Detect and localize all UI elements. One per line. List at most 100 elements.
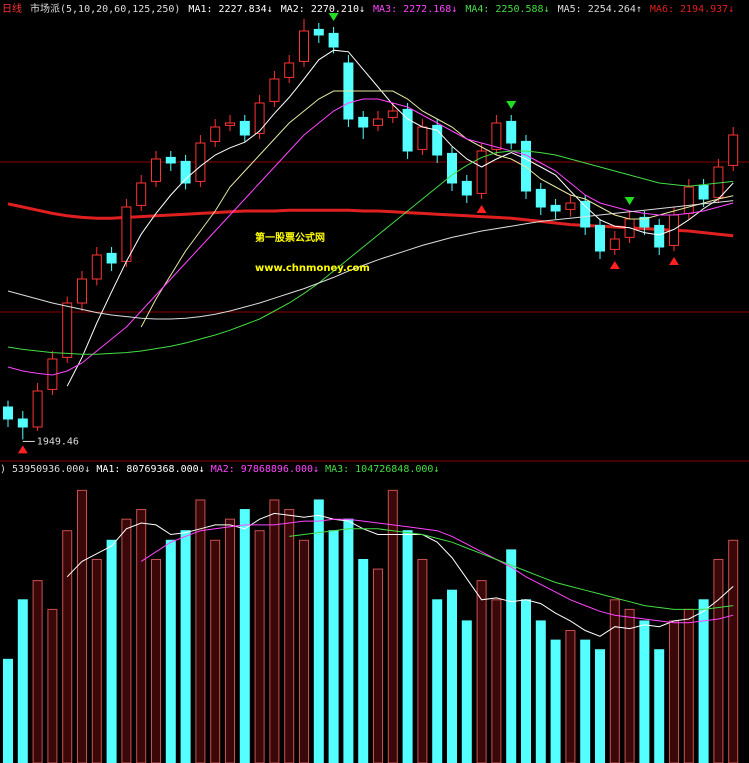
volume-bar <box>387 489 398 763</box>
candle-body <box>565 202 576 210</box>
volume-bar <box>654 649 665 763</box>
volume-bar <box>432 599 443 763</box>
volume-bar <box>91 558 102 763</box>
candle-body <box>402 108 413 152</box>
candle-body <box>580 200 591 228</box>
volume-bar <box>210 539 221 763</box>
volume-bar <box>580 639 591 763</box>
volume-bar <box>47 608 58 763</box>
volume-bar <box>624 608 635 763</box>
candle-body <box>491 122 502 150</box>
candle-body <box>165 156 176 164</box>
candle-body <box>698 184 709 200</box>
candle-body <box>728 134 739 166</box>
volume-bar <box>506 549 517 763</box>
volume-bar <box>698 599 709 763</box>
volume-bar <box>195 499 206 763</box>
volume-bar <box>550 639 561 763</box>
volume-bar <box>669 620 679 763</box>
volume-bar <box>373 568 383 763</box>
volume-bar <box>639 620 650 763</box>
legend-entry: MA3: 2272.168↓ <box>373 4 457 15</box>
legend-entry: MA4: 2250.588↓ <box>465 4 549 15</box>
volume-bar <box>165 539 176 763</box>
volume-bar <box>476 580 487 763</box>
volume-panel <box>3 489 739 763</box>
volume-bar <box>284 509 295 763</box>
candle-body <box>91 254 102 280</box>
volume-bar <box>535 620 546 763</box>
candle-body <box>313 28 324 36</box>
legend-entry: MA2: 97868896.000↓ <box>211 464 319 475</box>
legend-entry: MA1: 2227.834↓ <box>188 4 272 15</box>
volume-bar <box>32 580 43 763</box>
candle-body <box>595 224 605 252</box>
volume-bar <box>17 599 28 763</box>
candle-body <box>3 406 13 420</box>
volume-bar <box>358 558 369 763</box>
volume-bar <box>136 509 147 763</box>
ma-line <box>7 98 734 376</box>
volume-bar <box>728 539 739 763</box>
candle-body <box>195 142 206 182</box>
legend-entry: MA6: 2194.937↓ <box>650 4 734 15</box>
buy-signal <box>669 257 679 265</box>
volume-bar <box>417 558 428 763</box>
legend-entry: MA3: 104726848.000↓ <box>325 464 439 475</box>
candle-body <box>17 418 28 428</box>
candle-body <box>106 252 117 264</box>
volume-bar <box>447 589 457 763</box>
volume-prefix: ) <box>0 464 6 475</box>
candle-body <box>387 110 398 118</box>
buy-signal <box>476 205 487 213</box>
volume-bar <box>299 539 309 763</box>
candle-body <box>476 150 487 194</box>
volume-bar <box>521 599 531 763</box>
ma-line <box>7 200 734 320</box>
watermark: www.chnmoney.com <box>255 263 370 274</box>
ma-line <box>140 90 734 328</box>
volume-bar <box>106 539 117 763</box>
volume-bar <box>461 620 472 763</box>
volume-bar <box>269 499 280 763</box>
candle-body <box>432 124 443 156</box>
candle-body <box>447 152 457 184</box>
volume-bar <box>225 518 235 763</box>
volume-bar <box>313 499 324 763</box>
candle-body <box>210 126 221 142</box>
candle-body <box>269 78 280 102</box>
ma-line <box>66 49 734 387</box>
legend-entry: MA2: 2270.210↓ <box>281 4 365 15</box>
candle-body <box>121 206 132 262</box>
candle-body <box>609 238 620 250</box>
candle-body <box>151 158 161 182</box>
candle-body <box>328 32 339 48</box>
candle-body <box>299 30 309 62</box>
buy-signal <box>609 261 620 269</box>
volume-bar <box>402 530 413 763</box>
candle-body <box>77 278 87 304</box>
period-label: 日线 <box>2 2 22 15</box>
candle-body <box>225 122 235 126</box>
volume-bar <box>683 608 694 763</box>
volume-bar <box>121 518 132 763</box>
volume-bar <box>609 599 620 763</box>
watermark: 第一股票公式网 <box>255 231 325 244</box>
volume-bar <box>239 509 250 763</box>
candle-body <box>417 126 428 150</box>
volume-bar <box>595 649 605 763</box>
candle-body <box>535 188 546 208</box>
ma-line <box>66 512 734 637</box>
candle-body <box>284 62 295 78</box>
volume-bar <box>3 658 13 763</box>
legend-entry: MA5: 2254.264↑ <box>558 4 642 15</box>
volume-bar <box>254 530 265 763</box>
candle-body <box>254 102 265 134</box>
ma-line <box>289 528 734 610</box>
candle-body <box>639 216 650 228</box>
sell-signal <box>506 101 517 109</box>
candle-body <box>32 390 43 428</box>
candle-body <box>239 120 250 136</box>
sell-signal <box>328 13 339 21</box>
candle-body <box>683 186 694 214</box>
